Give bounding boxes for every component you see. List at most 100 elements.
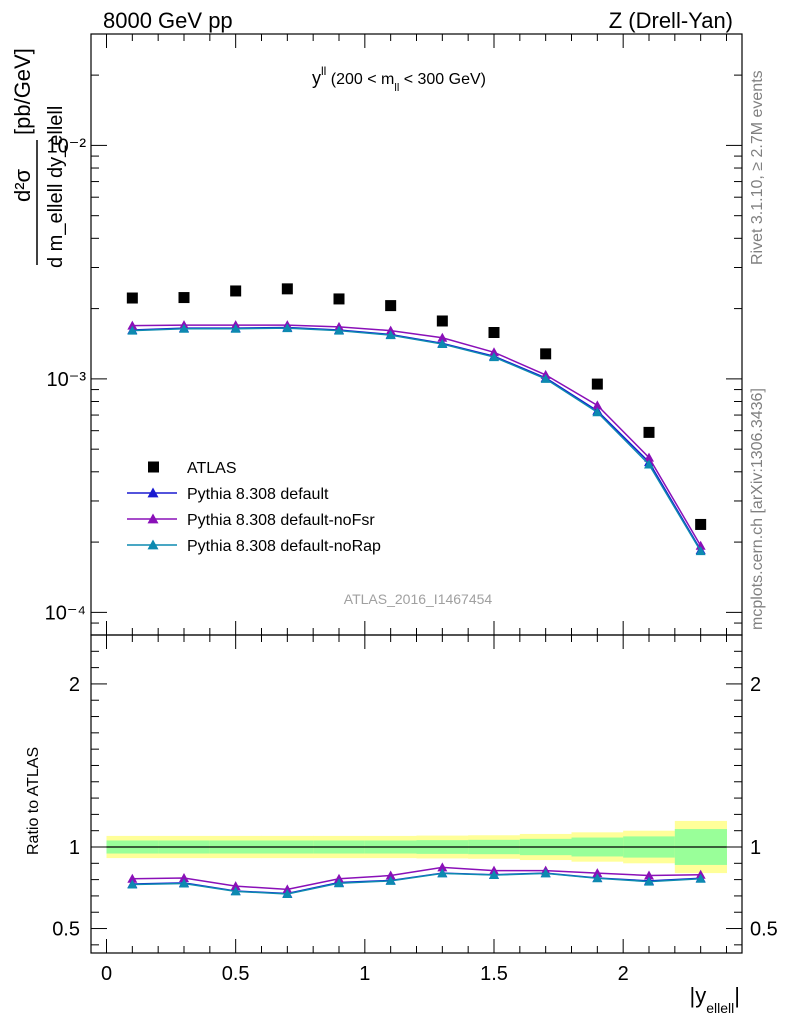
data-point-pythia [334, 325, 344, 335]
data-point-atlas [436, 315, 448, 327]
y-axis-denominator: d m_ellell dy_ellell [45, 106, 67, 268]
x-label-sub: ellell [706, 1000, 734, 1016]
data-point-pythia [592, 400, 603, 410]
legend-marker [148, 461, 159, 473]
data-point-pythia [282, 323, 293, 333]
ratio-y-tick-label-right: 2 [750, 674, 761, 696]
x-label-main: |y [690, 983, 707, 1008]
y-tick-label: 10⁻³ [47, 369, 87, 391]
ratio-point [592, 873, 603, 883]
y-tick-label: 10⁻⁴ [45, 602, 86, 624]
y-axis-numerator: d²σ [10, 168, 35, 202]
ratio-axis-ticks: 0 0.5 1 1.5 2 0.5 0.5 1 1 2 2 [52, 634, 778, 985]
ratio-point [644, 870, 654, 880]
title-pre: (200 < m [326, 71, 394, 88]
data-point-pythia [127, 325, 138, 335]
ratio-point [437, 862, 448, 872]
data-point-pythia [644, 452, 654, 462]
ratio-frame [90, 634, 743, 954]
ratio-point [592, 868, 603, 878]
ratio-line [132, 872, 701, 895]
x-tick-label: 0.5 [222, 963, 250, 985]
ratio-point [644, 876, 654, 886]
legend-label: Pythia 8.308 default [187, 486, 329, 503]
ratio-y-tick-label: 2 [69, 674, 80, 696]
ratio-y-label: Ratio to ATLAS [25, 747, 42, 855]
legend-marker [147, 513, 159, 524]
legend-label: Pythia 8.308 default-noRap [187, 538, 381, 555]
x-tick-label: 1 [359, 963, 370, 985]
data-point-pythia [489, 347, 499, 357]
ratio-panel: 0 0.5 1 1.5 2 0.5 0.5 1 1 2 2 Ratio to ATLAS [25, 634, 778, 985]
y-axis-label: [pb/GeV] d²σ d m_ellell dy_ellell [10, 48, 67, 268]
ratio-y-tick-label: 1 [69, 837, 80, 859]
data-point-atlas [281, 283, 293, 295]
header-left: 8000 GeV pp [103, 8, 233, 33]
legend-label: Pythia 8.308 default-noFsr [187, 512, 375, 529]
title-sup: ll [321, 64, 326, 78]
data-point-atlas [178, 292, 190, 304]
data-point-pythia [437, 339, 448, 349]
ratio-point [489, 870, 499, 880]
data-point-pythia [644, 459, 654, 469]
data-point-atlas [488, 327, 500, 339]
rivet-label: Rivet 3.1.10, ≥ 2.7M events [749, 70, 766, 265]
ratio-point [179, 878, 189, 888]
data-point-pythia [127, 320, 138, 330]
ratio-point [127, 873, 138, 883]
data-point-atlas [643, 426, 655, 438]
data-point-pythia [540, 373, 551, 383]
ratio-point [230, 881, 241, 891]
ratio-point [385, 875, 396, 885]
title-sub: ll [394, 82, 399, 94]
ratio-point [385, 870, 396, 880]
data-point-atlas [230, 285, 242, 297]
x-label-end: | [734, 983, 740, 1008]
ratio-point [179, 872, 189, 882]
data-point-atlas [540, 348, 552, 360]
ratio-point [127, 879, 138, 889]
data-point-atlas [385, 300, 397, 312]
legend-marker [147, 539, 159, 550]
data-point-atlas [695, 518, 707, 530]
data-point-atlas [333, 293, 345, 305]
header-right: Z (Drell-Yan) [609, 8, 733, 33]
ratio-series [127, 862, 706, 898]
y-axis-unit: [pb/GeV] [10, 48, 35, 135]
series-line [132, 324, 702, 547]
watermark: ATLAS_2016_I1467454 [344, 591, 493, 607]
ratio-point [334, 878, 344, 888]
series-line [132, 327, 702, 552]
legend-label: ATLAS [187, 460, 237, 477]
ratio-point [695, 873, 706, 883]
ratio-bands [106, 820, 727, 874]
data-point-pythia [385, 330, 396, 340]
ratio-point [282, 888, 293, 898]
title-main: y [312, 68, 321, 88]
ratio-y-tick-label-right: 1 [750, 837, 761, 859]
x-tick-label: 2 [618, 963, 629, 985]
data-point-pythia [489, 352, 499, 362]
main-axis-ticks: 10⁻⁴ 10⁻³ 10⁻² [45, 33, 742, 636]
main-series [126, 283, 707, 556]
chart-title: yll (200 < mll < 300 GeV) [312, 64, 486, 94]
ratio-point [230, 886, 241, 896]
data-point-pythia [437, 332, 448, 342]
ratio-line [132, 866, 701, 891]
legend: ATLAS Pythia 8.308 default Pythia 8.308 de… [127, 460, 381, 555]
x-axis-label: |yellell| [690, 983, 740, 1016]
legend-marker [147, 487, 159, 498]
ratio-point [282, 884, 293, 894]
data-point-pythia [592, 407, 603, 417]
x-tick-label: 1.5 [480, 963, 508, 985]
x-tick-label: 0 [101, 963, 112, 985]
data-point-pythia [230, 323, 241, 333]
data-point-atlas [126, 292, 138, 304]
ratio-point [437, 868, 448, 878]
ratio-y-tick-label-right: 0.5 [750, 919, 778, 941]
title-post: < 300 GeV) [399, 71, 486, 88]
main-panel: 10⁻⁴10⁻³10⁻² ATLAS_2016_I1467454 yll (20… [45, 33, 743, 636]
data-point-pythia [179, 323, 189, 333]
data-point-pythia [385, 325, 396, 335]
